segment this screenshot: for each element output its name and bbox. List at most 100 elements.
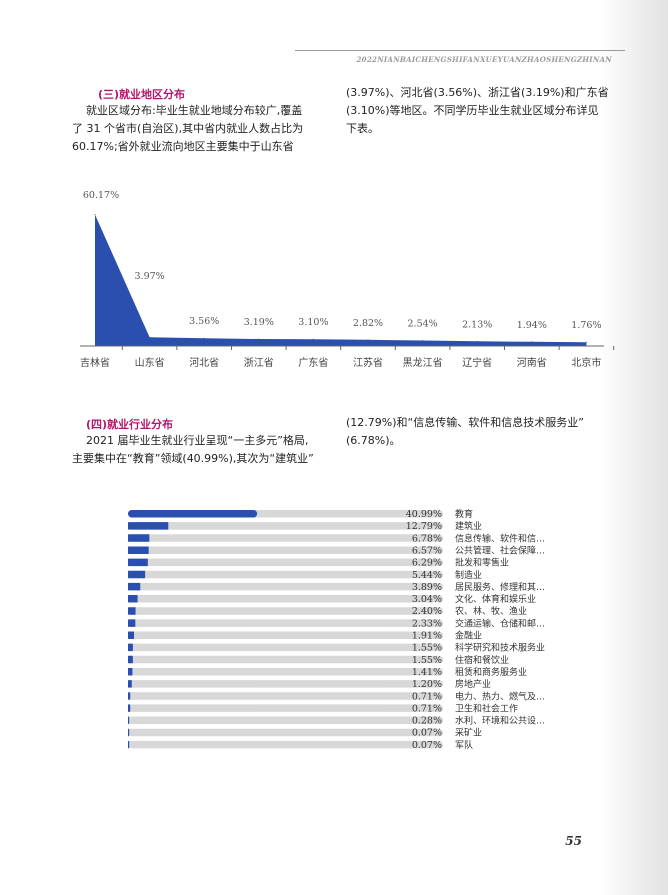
bar bbox=[128, 667, 133, 676]
paragraph-line: 60.17%;省外就业流向地区主要集中于山东省 bbox=[72, 140, 294, 153]
x-tick-label: 江苏省 bbox=[353, 356, 383, 369]
data-point bbox=[94, 214, 96, 216]
category-label: 农、林、牧、渔业 bbox=[455, 605, 527, 617]
data-point bbox=[258, 338, 260, 340]
bar bbox=[128, 607, 136, 615]
data-label: 1.55% bbox=[412, 643, 442, 654]
category-label: 批发和零售业 bbox=[455, 557, 509, 569]
paragraph-line: 下表。 bbox=[346, 122, 379, 135]
bar bbox=[128, 740, 130, 749]
data-label: 6.78% bbox=[412, 533, 442, 544]
bar bbox=[128, 631, 135, 639]
paragraph-line: 2021 届毕业生就业行业呈现“一主多元”格局, bbox=[86, 434, 309, 447]
data-label: 1.91% bbox=[412, 631, 442, 642]
bar-track bbox=[128, 619, 443, 627]
data-label: 3.19% bbox=[244, 317, 274, 328]
x-tick-label: 河南省 bbox=[517, 356, 547, 369]
bar bbox=[128, 534, 150, 542]
paragraph-line: (12.79%)和“信息传输、软件和信息技术服务业” bbox=[346, 416, 584, 429]
section-industry-text-right: (12.79%)和“信息传输、软件和信息技术服务业” (6.78%)。 bbox=[346, 414, 584, 450]
category-label: 居民服务、修理和其… bbox=[455, 581, 545, 593]
data-point bbox=[203, 337, 205, 339]
data-point bbox=[531, 341, 533, 343]
data-label: 5.44% bbox=[412, 570, 442, 581]
bar bbox=[128, 510, 258, 518]
bar bbox=[128, 595, 138, 603]
data-label: 2.13% bbox=[462, 319, 492, 330]
data-point bbox=[367, 339, 369, 341]
x-tick-label: 山东省 bbox=[135, 356, 165, 369]
category-label: 文化、体育和娱乐业 bbox=[455, 593, 536, 605]
paragraph-line: (6.78%)。 bbox=[346, 434, 401, 447]
bar-track bbox=[128, 680, 443, 688]
bar bbox=[128, 692, 131, 700]
x-tick-label: 浙江省 bbox=[244, 356, 274, 369]
bar bbox=[128, 680, 132, 688]
data-label: 3.97% bbox=[135, 271, 165, 282]
section-industry-text-left: 2021 届毕业生就业行业呈现“一主多元”格局, 主要集中在“教育”领域(40.… bbox=[72, 432, 314, 468]
data-label: 0.07% bbox=[412, 740, 442, 751]
x-tick-label: 北京市 bbox=[571, 356, 601, 369]
category-label: 房地产业 bbox=[455, 678, 491, 690]
paragraph-line: 了 31 个省市(自治区),其中省内就业人数占比为 bbox=[72, 122, 304, 135]
data-label: 0.71% bbox=[412, 703, 442, 714]
bar-track bbox=[128, 728, 443, 737]
data-label: 3.56% bbox=[189, 316, 219, 327]
data-label: 3.04% bbox=[412, 594, 442, 605]
data-label: 1.76% bbox=[571, 320, 601, 331]
bar-track bbox=[128, 522, 443, 530]
bar-track bbox=[128, 558, 443, 567]
section-region-text-right: (3.97%)、河北省(3.56%)、浙江省(3.19%)和广东省 (3.10%… bbox=[346, 84, 609, 138]
category-label: 卫生和社会工作 bbox=[455, 702, 518, 714]
bar-track bbox=[128, 667, 443, 676]
data-label: 0.28% bbox=[412, 716, 442, 727]
category-label: 制造业 bbox=[455, 569, 482, 581]
data-point bbox=[422, 339, 424, 341]
bar bbox=[128, 728, 130, 737]
bar-track bbox=[128, 631, 443, 639]
bar bbox=[128, 582, 141, 591]
bar-track bbox=[128, 692, 443, 700]
bar-track bbox=[128, 534, 443, 542]
category-label: 电力、热力、燃气及… bbox=[455, 690, 545, 702]
bar-track bbox=[128, 643, 443, 652]
bar-track bbox=[128, 740, 443, 749]
paragraph-line: (3.10%)等地区。不同学历毕业生就业区域分布详见 bbox=[346, 104, 599, 117]
category-label: 教育 bbox=[455, 508, 473, 520]
bar bbox=[128, 643, 133, 652]
data-label: 1.20% bbox=[412, 679, 442, 690]
category-label: 金融业 bbox=[455, 630, 482, 642]
bar bbox=[128, 522, 169, 530]
section-title-industry: (四)就业行业分布 bbox=[86, 418, 174, 431]
data-label: 40.99% bbox=[406, 509, 442, 520]
category-label: 水利、环境和公共设… bbox=[455, 715, 545, 727]
data-label: 2.82% bbox=[353, 318, 383, 329]
bar bbox=[128, 704, 131, 712]
category-label: 采矿业 bbox=[455, 727, 482, 739]
category-label: 军队 bbox=[455, 739, 473, 751]
data-label: 1.41% bbox=[412, 667, 442, 678]
bar-track bbox=[128, 655, 443, 664]
data-label: 60.17% bbox=[83, 190, 119, 201]
data-label: 0.07% bbox=[412, 728, 442, 739]
header-rule bbox=[295, 50, 625, 51]
bar-track bbox=[128, 570, 443, 579]
x-tick-label: 黑龙江省 bbox=[403, 356, 443, 369]
category-label: 住宿和餐饮业 bbox=[455, 654, 509, 666]
category-label: 建筑业 bbox=[455, 520, 482, 532]
paragraph-line: 主要集中在“教育”领域(40.99%),其次为“建筑业” bbox=[72, 452, 314, 465]
bar bbox=[128, 655, 133, 664]
x-tick-label: 广东省 bbox=[298, 356, 328, 369]
category-label: 公共管理、社会保障… bbox=[455, 544, 545, 556]
x-tick-label: 辽宁省 bbox=[462, 356, 492, 369]
bar bbox=[128, 716, 130, 725]
category-label: 租赁和商务服务业 bbox=[455, 666, 527, 678]
data-label: 12.79% bbox=[406, 521, 442, 532]
data-label: 1.55% bbox=[412, 655, 442, 666]
bar bbox=[128, 570, 146, 579]
data-point bbox=[585, 341, 587, 343]
data-point bbox=[312, 338, 314, 340]
category-label: 科学研究和技术服务业 bbox=[455, 642, 545, 654]
